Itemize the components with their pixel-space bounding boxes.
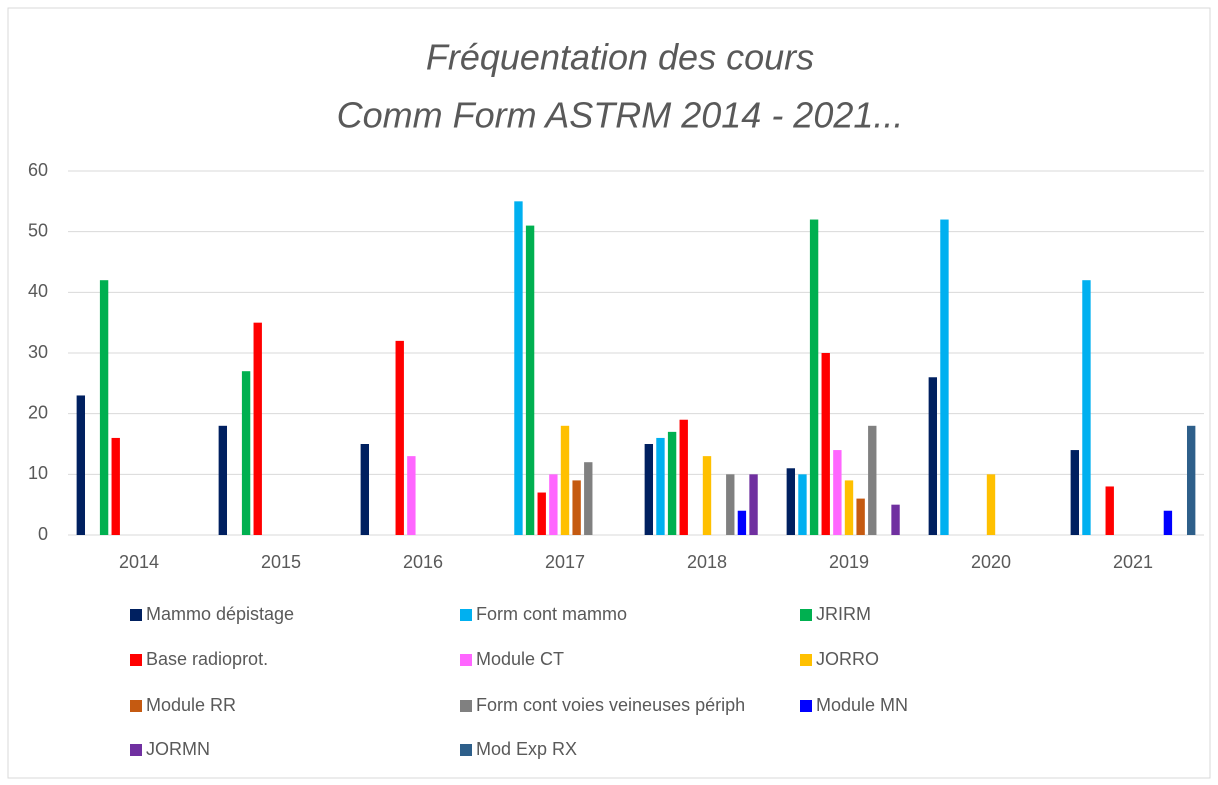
bar bbox=[76, 395, 86, 535]
legend-swatch bbox=[130, 700, 142, 712]
legend-label: JORMN bbox=[146, 739, 210, 759]
chart-frame bbox=[7, 7, 1211, 779]
legend-swatch bbox=[130, 609, 142, 621]
legend-label: Module MN bbox=[816, 695, 908, 715]
legend-label: JORRO bbox=[816, 649, 879, 669]
x-tick-label: 2016 bbox=[403, 552, 443, 572]
bar bbox=[833, 450, 842, 535]
bar bbox=[1082, 280, 1091, 535]
bar bbox=[537, 492, 546, 535]
bar bbox=[253, 322, 262, 535]
y-tick-label: 10 bbox=[28, 463, 48, 483]
bar bbox=[218, 425, 228, 535]
bar bbox=[679, 419, 688, 535]
legend-swatch bbox=[460, 654, 472, 666]
bar bbox=[821, 353, 830, 535]
legend-swatch bbox=[460, 700, 472, 712]
legend-label: Base radioprot. bbox=[146, 649, 268, 669]
bar bbox=[726, 474, 735, 535]
legend-label: Module CT bbox=[476, 649, 564, 669]
x-tick-label: 2021 bbox=[1113, 552, 1153, 572]
legend-swatch bbox=[800, 654, 812, 666]
legend-label: Mod Exp RX bbox=[476, 739, 577, 759]
bar bbox=[809, 219, 819, 536]
legend-swatch bbox=[130, 744, 142, 756]
chart-title: Comm Form ASTRM 2014 - 2021... bbox=[337, 95, 904, 136]
x-tick-label: 2018 bbox=[687, 552, 727, 572]
bar bbox=[749, 474, 758, 535]
bar bbox=[549, 474, 558, 535]
bar bbox=[798, 474, 807, 535]
bar bbox=[844, 480, 854, 535]
bar bbox=[702, 456, 712, 535]
bar bbox=[1105, 486, 1114, 535]
bar bbox=[111, 437, 120, 535]
bar bbox=[856, 498, 865, 535]
bar bbox=[868, 425, 877, 535]
legend-label: Form cont mammo bbox=[476, 604, 627, 624]
x-tick-label: 2019 bbox=[829, 552, 869, 572]
bar bbox=[1163, 510, 1173, 535]
bar bbox=[241, 371, 251, 535]
x-tick-label: 2017 bbox=[545, 552, 585, 572]
bar bbox=[986, 474, 996, 535]
bar bbox=[644, 444, 654, 535]
legend-swatch bbox=[800, 700, 812, 712]
bar bbox=[360, 444, 370, 535]
bar bbox=[786, 468, 796, 535]
legend-swatch bbox=[460, 744, 472, 756]
y-tick-label: 40 bbox=[28, 281, 48, 301]
y-tick-label: 30 bbox=[28, 342, 48, 362]
bar bbox=[928, 377, 938, 535]
legend-label: Module RR bbox=[146, 695, 236, 715]
bar bbox=[560, 425, 570, 535]
bar bbox=[572, 480, 581, 535]
x-tick-label: 2014 bbox=[119, 552, 159, 572]
bar bbox=[1070, 450, 1080, 535]
legend-label: JRIRM bbox=[816, 604, 871, 624]
bar bbox=[737, 510, 747, 535]
y-tick-label: 50 bbox=[28, 220, 48, 240]
bar bbox=[514, 201, 523, 536]
legend-swatch bbox=[460, 609, 472, 621]
bar bbox=[940, 219, 949, 536]
x-tick-label: 2020 bbox=[971, 552, 1011, 572]
y-tick-label: 60 bbox=[28, 160, 48, 180]
bar bbox=[99, 280, 109, 535]
bar bbox=[525, 225, 535, 535]
y-tick-label: 20 bbox=[28, 402, 48, 422]
legend-label: Mammo dépistage bbox=[146, 604, 294, 624]
bar bbox=[1186, 425, 1196, 535]
y-tick-label: 0 bbox=[38, 524, 48, 544]
x-tick-label: 2015 bbox=[261, 552, 301, 572]
bar bbox=[656, 437, 665, 535]
legend-swatch bbox=[800, 609, 812, 621]
legend-label: Form cont voies veineuses périph bbox=[476, 695, 745, 715]
bar bbox=[584, 462, 593, 535]
bar bbox=[667, 431, 677, 535]
bar bbox=[407, 456, 416, 535]
bar bbox=[395, 340, 404, 535]
chart-title: Fréquentation des cours bbox=[426, 37, 814, 78]
legend-swatch bbox=[130, 654, 142, 666]
bar bbox=[891, 504, 900, 535]
